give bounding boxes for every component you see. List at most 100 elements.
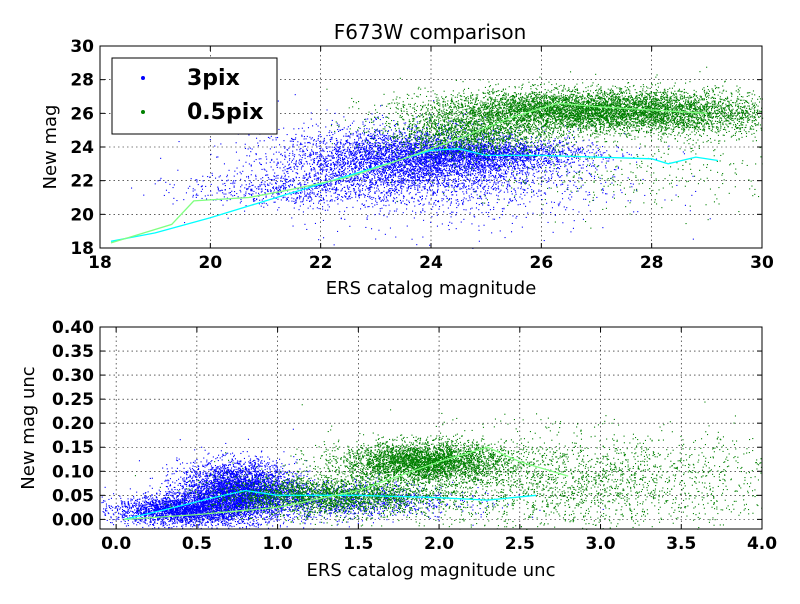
scatter-point [361,167,362,168]
scatter-point [470,164,471,165]
scatter-point [289,160,290,161]
scatter-point [365,162,366,163]
scatter-point [389,161,390,162]
scatter-point [446,175,447,176]
scatter-point [481,164,482,165]
scatter-point [404,173,405,174]
scatter-point [391,184,392,185]
scatter-point [361,184,362,185]
scatter-point [340,146,341,147]
scatter-point [515,159,516,160]
scatter-point [476,177,477,178]
scatter-point [456,123,457,124]
scatter-point [515,168,516,169]
scatter-point [437,192,438,193]
scatter-point [492,166,493,167]
scatter-point [565,165,566,166]
scatter-point [292,155,293,156]
scatter-point [376,143,377,144]
scatter-point [278,175,279,176]
scatter-point [363,144,364,145]
scatter-point [400,141,401,142]
scatter-point [286,171,287,172]
scatter-point [290,141,291,142]
scatter-point [391,142,392,143]
scatter-point [363,166,364,167]
scatter-point [366,164,367,165]
scatter-point [367,150,368,151]
scatter-point [397,185,398,186]
scatter-point [325,163,326,164]
scatter-point [489,193,490,194]
scatter-point [486,134,487,135]
scatter-point [444,161,445,162]
scatter-point [588,150,589,151]
scatter-point [590,164,591,165]
scatter-point [403,154,404,155]
scatter-point [396,211,397,212]
scatter-point [414,184,415,185]
scatter-point [405,138,406,139]
scatter-point [473,170,474,171]
scatter-point [519,170,520,171]
scatter-point [433,185,434,186]
scatter-point [386,196,387,197]
scatter-point [417,173,418,174]
scatter-point [449,156,450,157]
scatter-point [302,157,303,158]
scatter-point [336,168,337,169]
scatter-point [530,161,531,162]
scatter-point [433,163,434,164]
scatter-point [493,161,494,162]
scatter-point [386,149,387,150]
scatter-point [414,217,415,218]
scatter-point [347,172,348,173]
scatter-point [533,143,534,144]
scatter-point [304,142,305,143]
scatter-point [433,193,434,194]
scatter-point [454,161,455,162]
scatter-point [369,158,370,159]
scatter-point [491,159,492,160]
scatter-point [265,175,266,176]
scatter-point [483,165,484,166]
scatter-point [331,138,332,139]
scatter-point [318,135,319,136]
scatter-point [308,127,309,128]
scatter-point [431,159,432,160]
scatter-point [274,173,275,174]
scatter-point [343,147,344,148]
scatter-point [451,212,452,213]
scatter-point [309,174,310,175]
scatter-point [314,158,315,159]
scatter-point [367,196,368,197]
scatter-point [355,151,356,152]
scatter-point [321,174,322,175]
scatter-point [349,166,350,167]
scatter-point [318,160,319,161]
scatter-point [322,149,323,150]
scatter-point [335,113,336,114]
scatter-point [313,192,314,193]
scatter-point [522,179,523,180]
scatter-point [348,152,349,153]
scatter-point [415,136,416,137]
scatter-point [380,164,381,165]
scatter-point [456,203,457,204]
scatter-point [385,137,386,138]
scatter-point [359,151,360,152]
scatter-point [317,178,318,179]
scatter-point [514,197,515,198]
scatter-point [382,134,383,135]
scatter-point [340,148,341,149]
scatter-point [494,137,495,138]
scatter-point [469,189,470,190]
scatter-point [358,138,359,139]
scatter-point [288,148,289,149]
scatter-point [421,163,422,164]
scatter-point [578,211,579,212]
scatter-point [411,129,412,130]
scatter-point [347,129,348,130]
scatter-point [387,182,388,183]
scatter-point [567,185,568,186]
